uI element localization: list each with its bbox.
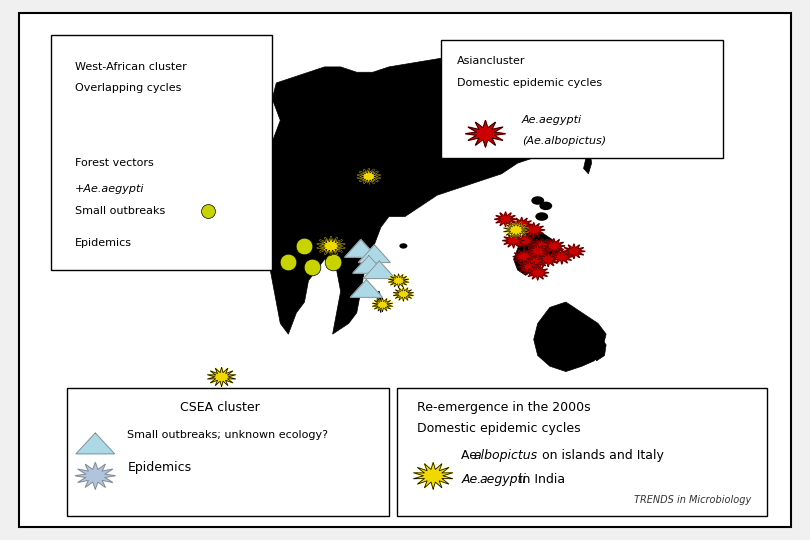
Polygon shape: [525, 254, 548, 269]
Polygon shape: [522, 222, 545, 238]
FancyBboxPatch shape: [441, 40, 723, 158]
FancyBboxPatch shape: [67, 388, 389, 516]
Circle shape: [399, 244, 407, 248]
Polygon shape: [465, 120, 505, 147]
Text: (Ae.albopictus): (Ae.albopictus): [522, 137, 606, 146]
Polygon shape: [543, 239, 565, 253]
Polygon shape: [256, 56, 590, 334]
Text: TRENDS in Microbiology: TRENDS in Microbiology: [633, 495, 751, 505]
Polygon shape: [357, 168, 381, 185]
Text: Ae.aegypti: Ae.aegypti: [522, 115, 582, 125]
Text: Re-emergence in the 2000s: Re-emergence in the 2000s: [417, 401, 590, 414]
Text: Small outbreaks: Small outbreaks: [75, 206, 165, 216]
Text: Ae: Ae: [462, 449, 481, 462]
Text: Asiancluster: Asiancluster: [458, 56, 526, 66]
Polygon shape: [373, 298, 393, 312]
Polygon shape: [526, 244, 549, 259]
Text: albopictus: albopictus: [473, 449, 538, 462]
Text: +Ae.aegypti: +Ae.aegypti: [75, 185, 145, 194]
Text: West-African cluster: West-African cluster: [75, 62, 187, 72]
Polygon shape: [359, 245, 390, 262]
Polygon shape: [351, 280, 382, 297]
Polygon shape: [207, 367, 236, 387]
Polygon shape: [364, 261, 395, 279]
Polygon shape: [317, 237, 345, 255]
Polygon shape: [504, 221, 529, 239]
Polygon shape: [388, 274, 409, 288]
Text: CSEA cluster: CSEA cluster: [180, 401, 260, 414]
Text: Epidemics: Epidemics: [127, 461, 192, 474]
Circle shape: [539, 201, 552, 210]
Text: in India: in India: [515, 473, 565, 486]
Polygon shape: [510, 217, 533, 232]
Circle shape: [531, 196, 544, 205]
Text: Small outbreaks; unknown ecology?: Small outbreaks; unknown ecology?: [127, 430, 329, 440]
FancyBboxPatch shape: [51, 35, 272, 270]
Polygon shape: [531, 239, 553, 253]
Text: aegypti: aegypti: [479, 473, 526, 486]
Polygon shape: [518, 260, 541, 275]
Polygon shape: [414, 462, 453, 489]
Text: Overlapping cycles: Overlapping cycles: [75, 83, 181, 93]
Polygon shape: [377, 292, 382, 313]
Polygon shape: [75, 462, 115, 489]
Polygon shape: [514, 227, 562, 275]
Polygon shape: [583, 152, 591, 174]
Text: on islands and Italy: on islands and Italy: [538, 449, 663, 462]
Text: Epidemics: Epidemics: [75, 238, 132, 248]
Text: Forest vectors: Forest vectors: [75, 158, 154, 168]
Polygon shape: [502, 233, 525, 248]
Circle shape: [535, 212, 548, 221]
Text: Ae.: Ae.: [462, 473, 485, 486]
Polygon shape: [393, 287, 414, 301]
Polygon shape: [345, 240, 377, 257]
Polygon shape: [353, 255, 385, 273]
Polygon shape: [590, 334, 606, 361]
Polygon shape: [563, 244, 585, 259]
Polygon shape: [76, 433, 114, 454]
FancyBboxPatch shape: [397, 388, 767, 516]
Polygon shape: [494, 212, 517, 227]
Polygon shape: [513, 233, 535, 248]
Polygon shape: [513, 249, 535, 264]
FancyBboxPatch shape: [19, 14, 791, 526]
Polygon shape: [534, 302, 606, 372]
Polygon shape: [537, 252, 560, 267]
Polygon shape: [551, 249, 573, 264]
Text: Domestic epidemic cycles: Domestic epidemic cycles: [417, 422, 581, 435]
Polygon shape: [526, 265, 549, 280]
Text: Domestic epidemic cycles: Domestic epidemic cycles: [458, 78, 603, 87]
